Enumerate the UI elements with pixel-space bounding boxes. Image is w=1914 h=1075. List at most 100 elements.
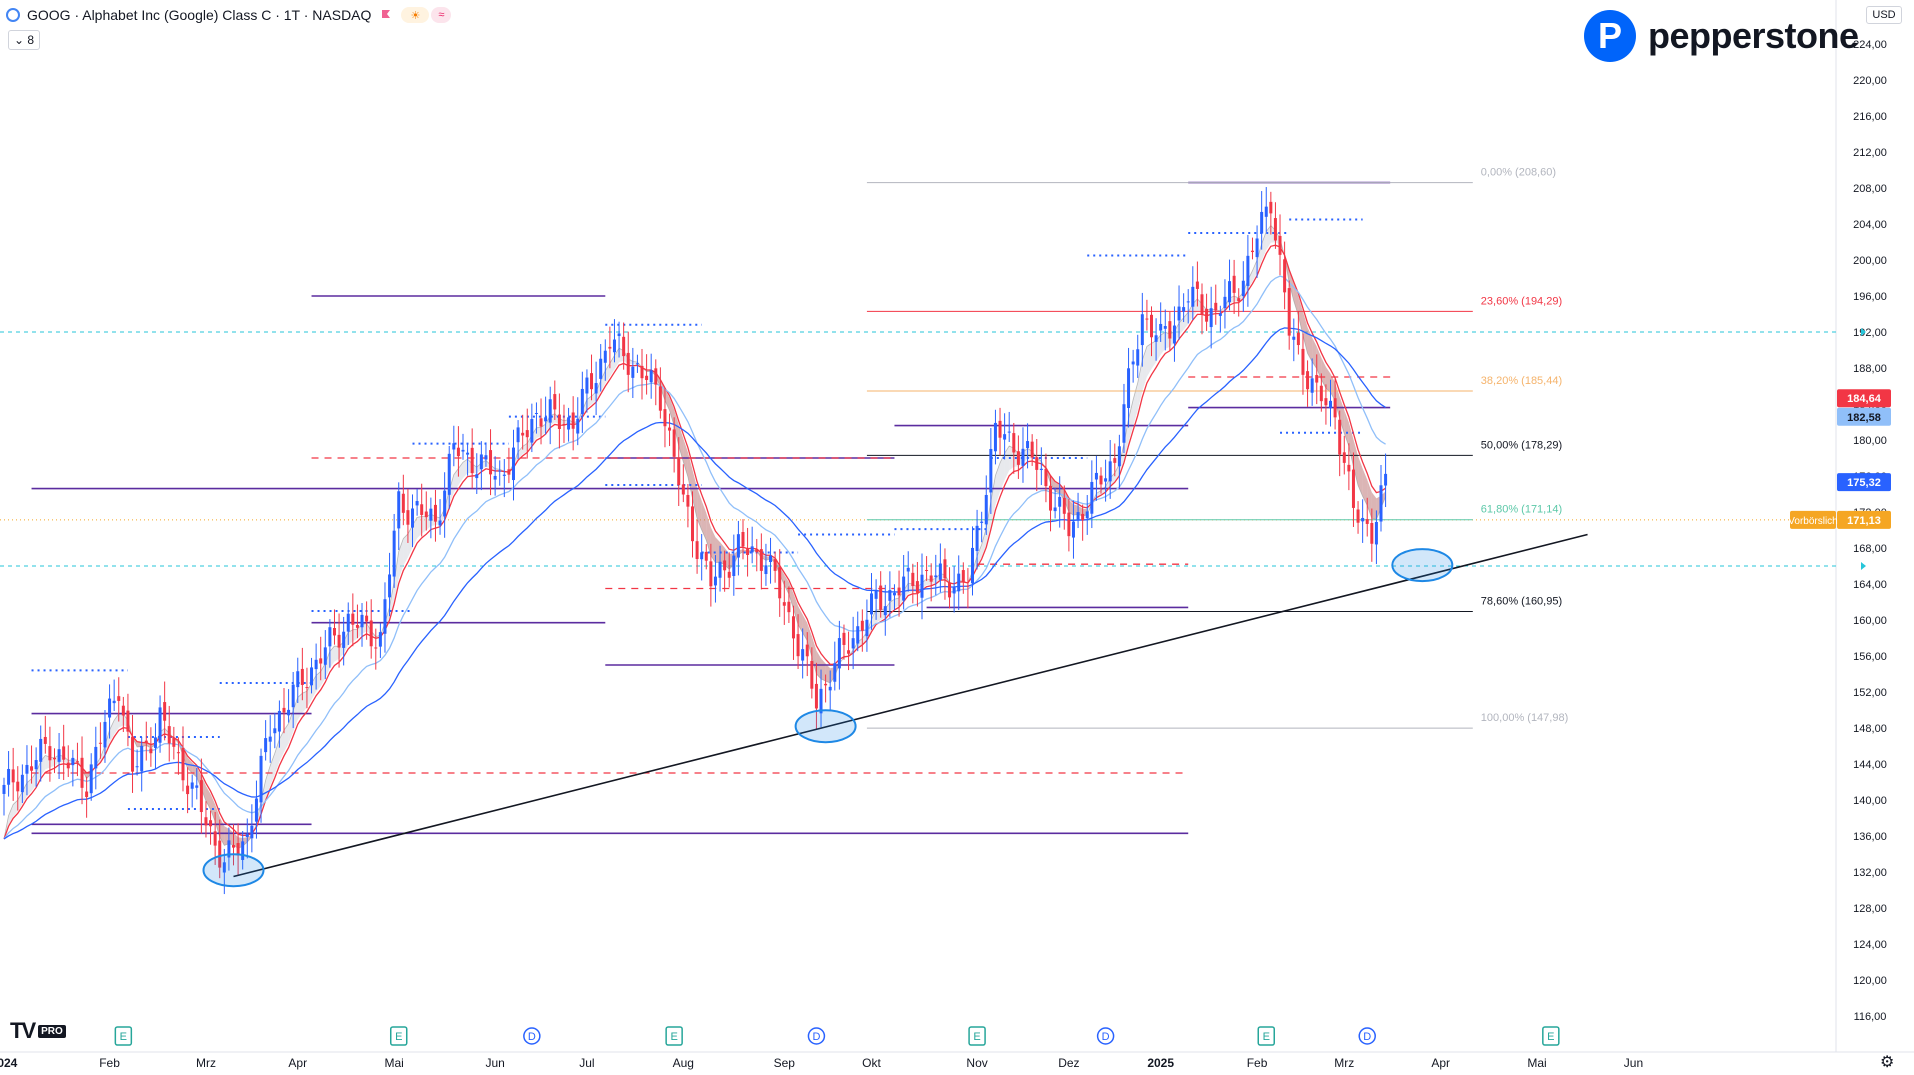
- candle-body: [718, 561, 722, 578]
- symbol-header[interactable]: GOOG · Alphabet Inc (Google) Class C · 1…: [6, 4, 452, 26]
- time-axis-tick: Dez: [1058, 1056, 1079, 1070]
- ema-cloud-segment: [986, 501, 991, 545]
- candle-body: [1058, 496, 1062, 507]
- candle-body: [700, 552, 704, 560]
- candle-body: [369, 620, 373, 647]
- candle-body: [1264, 206, 1268, 217]
- ema-cloud-segment: [109, 720, 115, 743]
- candle-body: [172, 738, 176, 747]
- time-axis-tick: Apr: [288, 1056, 307, 1070]
- price-axis-label: 184,64: [1847, 393, 1882, 405]
- ema-cloud-segment: [596, 380, 601, 401]
- candle-body: [874, 590, 878, 599]
- price-axis-tick: 196,00: [1853, 291, 1887, 303]
- candle-body: [365, 615, 369, 622]
- candle-body: [1007, 431, 1011, 433]
- candle-body: [929, 575, 933, 582]
- candle-body: [970, 547, 974, 584]
- candle-body: [332, 628, 336, 636]
- tradingview-logo[interactable]: TV PRO: [10, 1018, 66, 1044]
- candle-body: [1122, 404, 1126, 443]
- ema-cloud-segment: [1362, 468, 1368, 506]
- tradingview-logo-icon: TV: [10, 1018, 36, 1043]
- candle-body: [388, 574, 392, 598]
- candle-body: [98, 742, 102, 744]
- candle-body: [1099, 475, 1103, 485]
- candle-body: [902, 576, 906, 601]
- candle-body: [195, 785, 199, 788]
- time-axis-tick: Feb: [99, 1056, 120, 1070]
- indicator-toggle[interactable]: ⌄ 8: [8, 30, 41, 50]
- candle-body: [626, 352, 630, 375]
- ema-cloud-segment: [449, 474, 454, 505]
- candle-body: [1232, 275, 1236, 293]
- candle-body: [447, 453, 451, 495]
- candle-body: [888, 590, 892, 601]
- time-axis-tick: 2024: [0, 1056, 18, 1070]
- candle-body: [1081, 513, 1085, 521]
- candle-body: [502, 474, 506, 476]
- ema-cloud-segment: [1298, 296, 1303, 336]
- candle-body: [1012, 433, 1016, 453]
- candle-body: [525, 430, 529, 438]
- candle-body: [342, 631, 346, 648]
- ema-cloud-segment: [614, 348, 620, 370]
- candle-body: [984, 494, 988, 525]
- candle-body: [883, 606, 887, 616]
- ema-cloud-segment: [1110, 472, 1115, 486]
- candle-body: [1374, 521, 1378, 545]
- candle-body: [1044, 468, 1048, 487]
- flag-icon[interactable]: [379, 8, 393, 22]
- candle-body: [16, 781, 20, 792]
- candle-body: [1085, 511, 1089, 519]
- price-axis-tick: 220,00: [1853, 75, 1887, 87]
- trendline: [233, 533, 1588, 878]
- candle-body: [1283, 259, 1287, 293]
- settings-gear-icon[interactable]: ⚙: [1880, 1054, 1895, 1071]
- candle-body: [892, 592, 896, 596]
- market-hours-icon[interactable]: ☀: [401, 7, 430, 23]
- fib-level-label: 38,20% (185,44): [1481, 375, 1562, 387]
- wave-icon[interactable]: ≈: [431, 7, 452, 23]
- candle-body: [1030, 441, 1034, 458]
- candle-body: [1347, 464, 1351, 472]
- candle-body: [709, 561, 713, 587]
- candle-body: [562, 423, 566, 425]
- candle-body: [948, 582, 952, 598]
- candle-body: [1351, 469, 1355, 508]
- price-axis-tick: 152,00: [1853, 687, 1887, 699]
- candle-body: [374, 647, 378, 649]
- price-axis-label-bg: [1837, 510, 1891, 529]
- fib-level-label: 78,60% (160,95): [1481, 595, 1562, 607]
- candle-body: [1278, 235, 1282, 255]
- candle-body: [1301, 348, 1305, 375]
- candle-body: [847, 650, 851, 654]
- highlight-ellipse: [794, 709, 857, 744]
- google-logo-icon: [6, 8, 20, 22]
- candle-body: [645, 375, 649, 381]
- candle-body: [691, 506, 694, 542]
- candle-body: [998, 420, 1002, 438]
- candle-body: [585, 377, 589, 394]
- ema-cloud-segment: [1257, 243, 1262, 273]
- candle-body: [144, 740, 148, 744]
- ema-cloud-segment: [325, 651, 330, 679]
- candle-body: [1108, 461, 1112, 482]
- ema-cloud-segment: [1266, 225, 1271, 250]
- price-axis-label-bg: [1837, 389, 1891, 408]
- symbol-title: GOOG · Alphabet Inc (Google) Class C · 1…: [27, 7, 372, 23]
- dividend-event-icon: [1096, 1027, 1115, 1045]
- earnings-event-label: E: [973, 1031, 980, 1043]
- ema-cloud-segment: [270, 753, 275, 786]
- ema-cloud-segment: [274, 739, 280, 775]
- candle-body: [571, 412, 575, 429]
- candle-body: [1370, 523, 1374, 544]
- moving-average-line: [3, 327, 1386, 840]
- currency-button[interactable]: USD: [1866, 6, 1902, 24]
- candle-body: [291, 684, 295, 708]
- pro-badge: PRO: [38, 1024, 66, 1038]
- dividend-event-label: D: [812, 1031, 820, 1043]
- ema-cloud-segment: [1114, 464, 1120, 482]
- candle-body: [1384, 473, 1388, 486]
